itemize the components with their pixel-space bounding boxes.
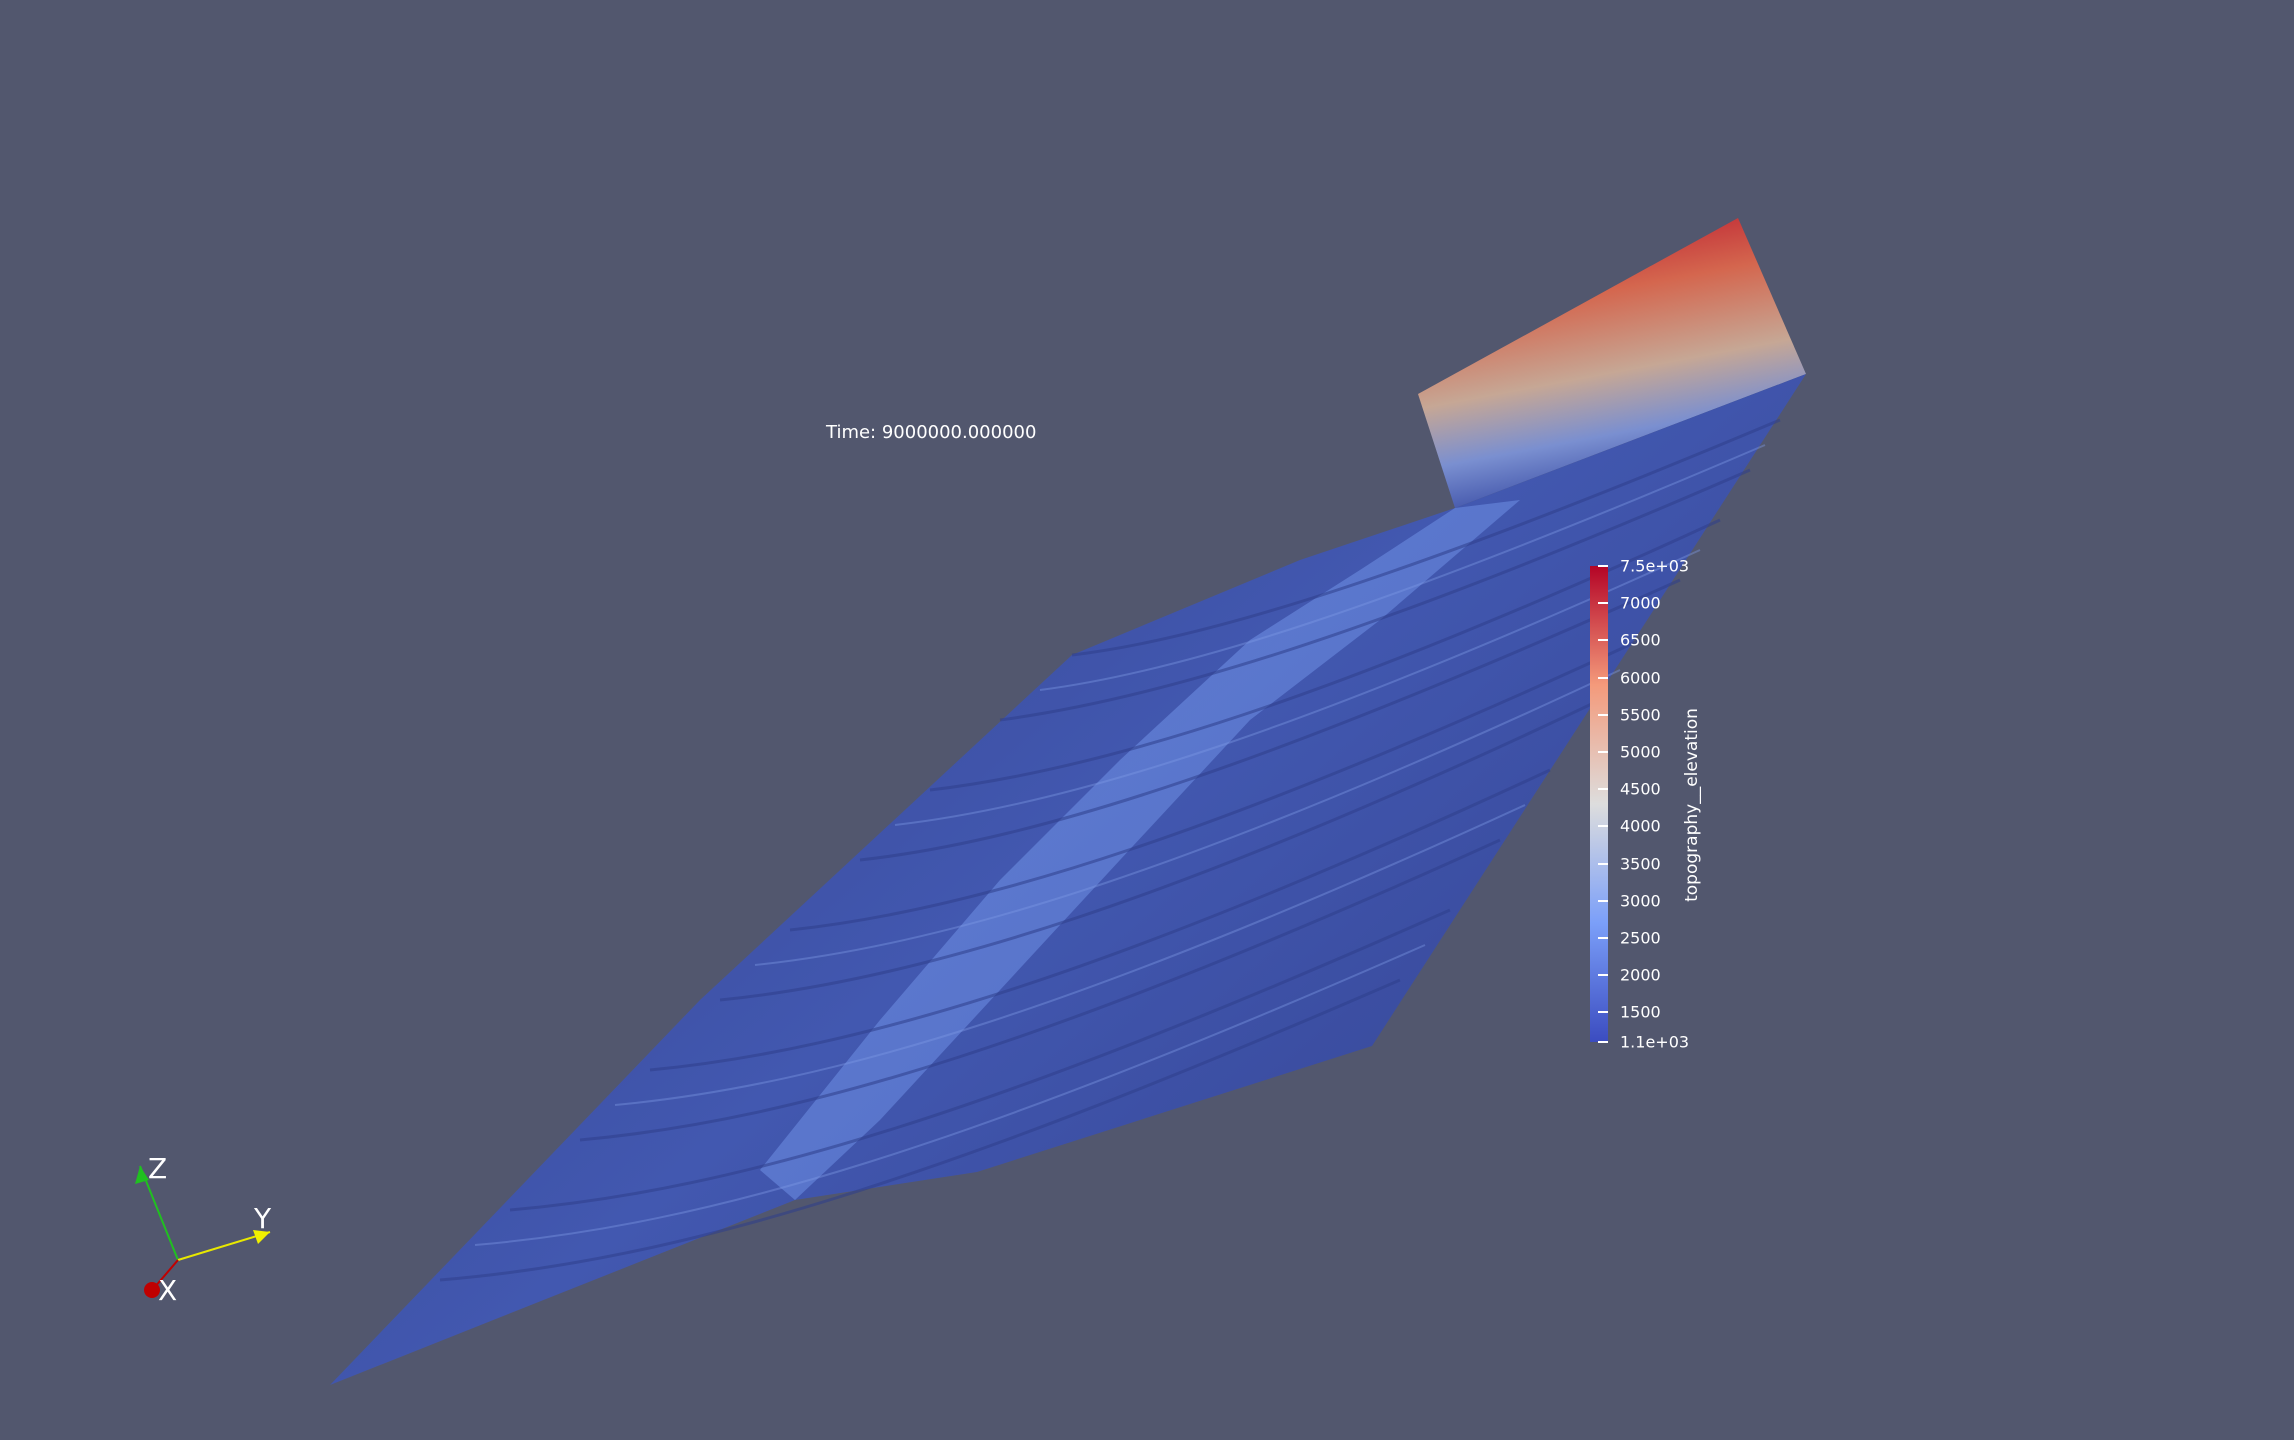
scalar-bar-tick-mark: [1598, 899, 1608, 902]
scalar-bar-tick-label: 6000: [1620, 668, 1661, 688]
ridge-lines: [439, 418, 1781, 1282]
scalar-bar-tick-mark: [1598, 639, 1608, 642]
scalar-bar-title: topography__elevation: [1682, 708, 1702, 902]
valley-band: [760, 500, 1520, 1200]
scalar-bar-tick-label: 2500: [1620, 928, 1661, 948]
scalar-bar-tick-label: 3000: [1620, 891, 1661, 911]
z-axis-line: [139, 1165, 179, 1261]
scalar-bar-tick-mark: [1598, 1041, 1608, 1043]
scalar-bar-tick-mark: [1598, 862, 1608, 865]
orientation-axes: Z Y X: [135, 1152, 272, 1307]
x-axis-label: X: [158, 1274, 177, 1307]
scalar-bar-tick-mark: [1598, 713, 1608, 716]
scalar-bar-tick-label: 2000: [1620, 965, 1661, 985]
x-axis-marker: [144, 1282, 160, 1298]
scalar-bar-tick-mark: [1598, 974, 1608, 977]
scalar-bar-tick-label: 1500: [1620, 1002, 1661, 1022]
scalar-bar: [1590, 566, 1608, 1042]
scalar-bar-tick-label: 4500: [1620, 779, 1661, 799]
scalar-bar-tick-mark: [1598, 602, 1608, 605]
z-axis-label: Z: [148, 1152, 167, 1185]
scalar-bar-tick-label: 1.1e+03: [1620, 1032, 1690, 1052]
time-annotation: Time: 9000000.000000: [826, 422, 1037, 443]
y-axis-arrow: [253, 1230, 270, 1244]
scalar-bar-tick-mark: [1598, 750, 1608, 753]
scalar-bar-tick-label: 6500: [1620, 630, 1661, 650]
scalar-bar-tick-label: 7000: [1620, 593, 1661, 613]
scalar-bar-tick-mark: [1598, 825, 1608, 828]
scalar-bar-tick-label: 5500: [1620, 705, 1661, 725]
scalar-bar-tick-mark: [1598, 936, 1608, 939]
scalar-bar-tick-mark: [1598, 1011, 1608, 1014]
ridge-highlights: [474, 444, 1766, 1246]
scalar-bar-tick-mark: [1598, 676, 1608, 679]
scalar-bar-tick-mark: [1598, 788, 1608, 791]
cliff-face: [1418, 218, 1806, 508]
y-axis-line: [177, 1231, 271, 1261]
z-axis-arrow: [135, 1166, 149, 1184]
scalar-bar-tick-label: 4000: [1620, 816, 1661, 836]
scalar-bar-tick-label: 3500: [1620, 854, 1661, 873]
scalar-bar-tick-mark: [1598, 565, 1608, 567]
y-axis-label: Y: [253, 1202, 272, 1235]
x-axis-line: [153, 1259, 179, 1289]
scalar-bar-tick-label: 7.5e+03: [1620, 556, 1690, 576]
scalar-bar-tick-label: 5000: [1620, 742, 1661, 762]
